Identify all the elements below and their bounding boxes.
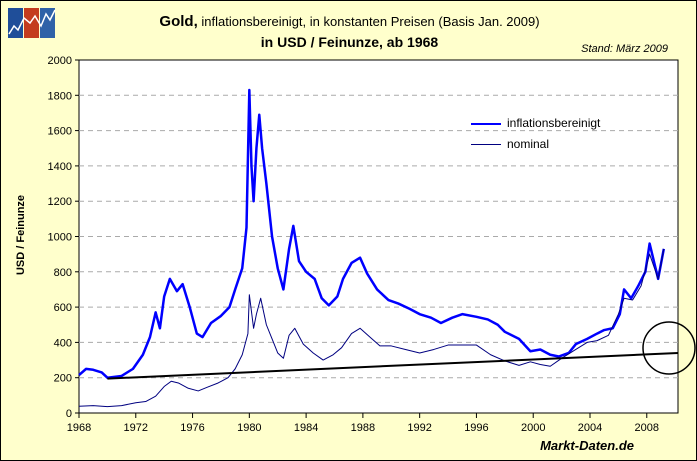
x-tick-label: 2004 (578, 422, 602, 434)
x-tick-label: 1992 (407, 422, 431, 434)
y-tick-label: 0 (66, 408, 72, 420)
y-tick-label: 800 (54, 267, 72, 279)
x-tick-label: 1968 (67, 422, 91, 434)
series-nominal (78, 248, 665, 408)
y-tick-label: 600 (54, 302, 72, 314)
chart-title: Gold, inflationsbereinigt, in konstanten… (159, 13, 540, 30)
logo (8, 8, 56, 38)
y-tick-label: 1800 (48, 90, 72, 102)
x-tick-label: 1976 (180, 422, 204, 434)
y-axis-label: USD / Feinunze (15, 194, 27, 276)
legend-nominal: nominal (507, 137, 550, 151)
y-tick-label: 400 (54, 337, 72, 349)
x-tick-label: 2000 (521, 422, 545, 434)
chart-subtitle: in USD / Feinunze, ab 1968 (260, 34, 439, 50)
y-tick-label: 1000 (48, 232, 72, 244)
x-tick-label: 2008 (635, 422, 659, 434)
series-inflationsbereinigt (78, 88, 666, 379)
highlight-circle (642, 321, 696, 375)
x-tick-label: 1988 (351, 422, 375, 434)
x-tick-label: 1984 (294, 422, 318, 434)
y-tick-label: 1200 (48, 196, 72, 208)
brand-label: Markt-Daten.de (540, 438, 634, 453)
y-tick-label: 1600 (48, 126, 72, 138)
y-tick-label: 200 (54, 373, 72, 385)
x-tick-label: 1972 (124, 422, 148, 434)
x-tick-label: 1996 (464, 422, 488, 434)
x-tick-label: 1980 (237, 422, 261, 434)
y-tick-label: 2000 (48, 55, 72, 67)
trend-line (107, 351, 679, 380)
y-tick-label: 1400 (48, 161, 72, 173)
legend-inflationsbereinigt: inflationsbereinigt (507, 116, 601, 130)
stand-date: Stand: März 2009 (581, 43, 668, 55)
